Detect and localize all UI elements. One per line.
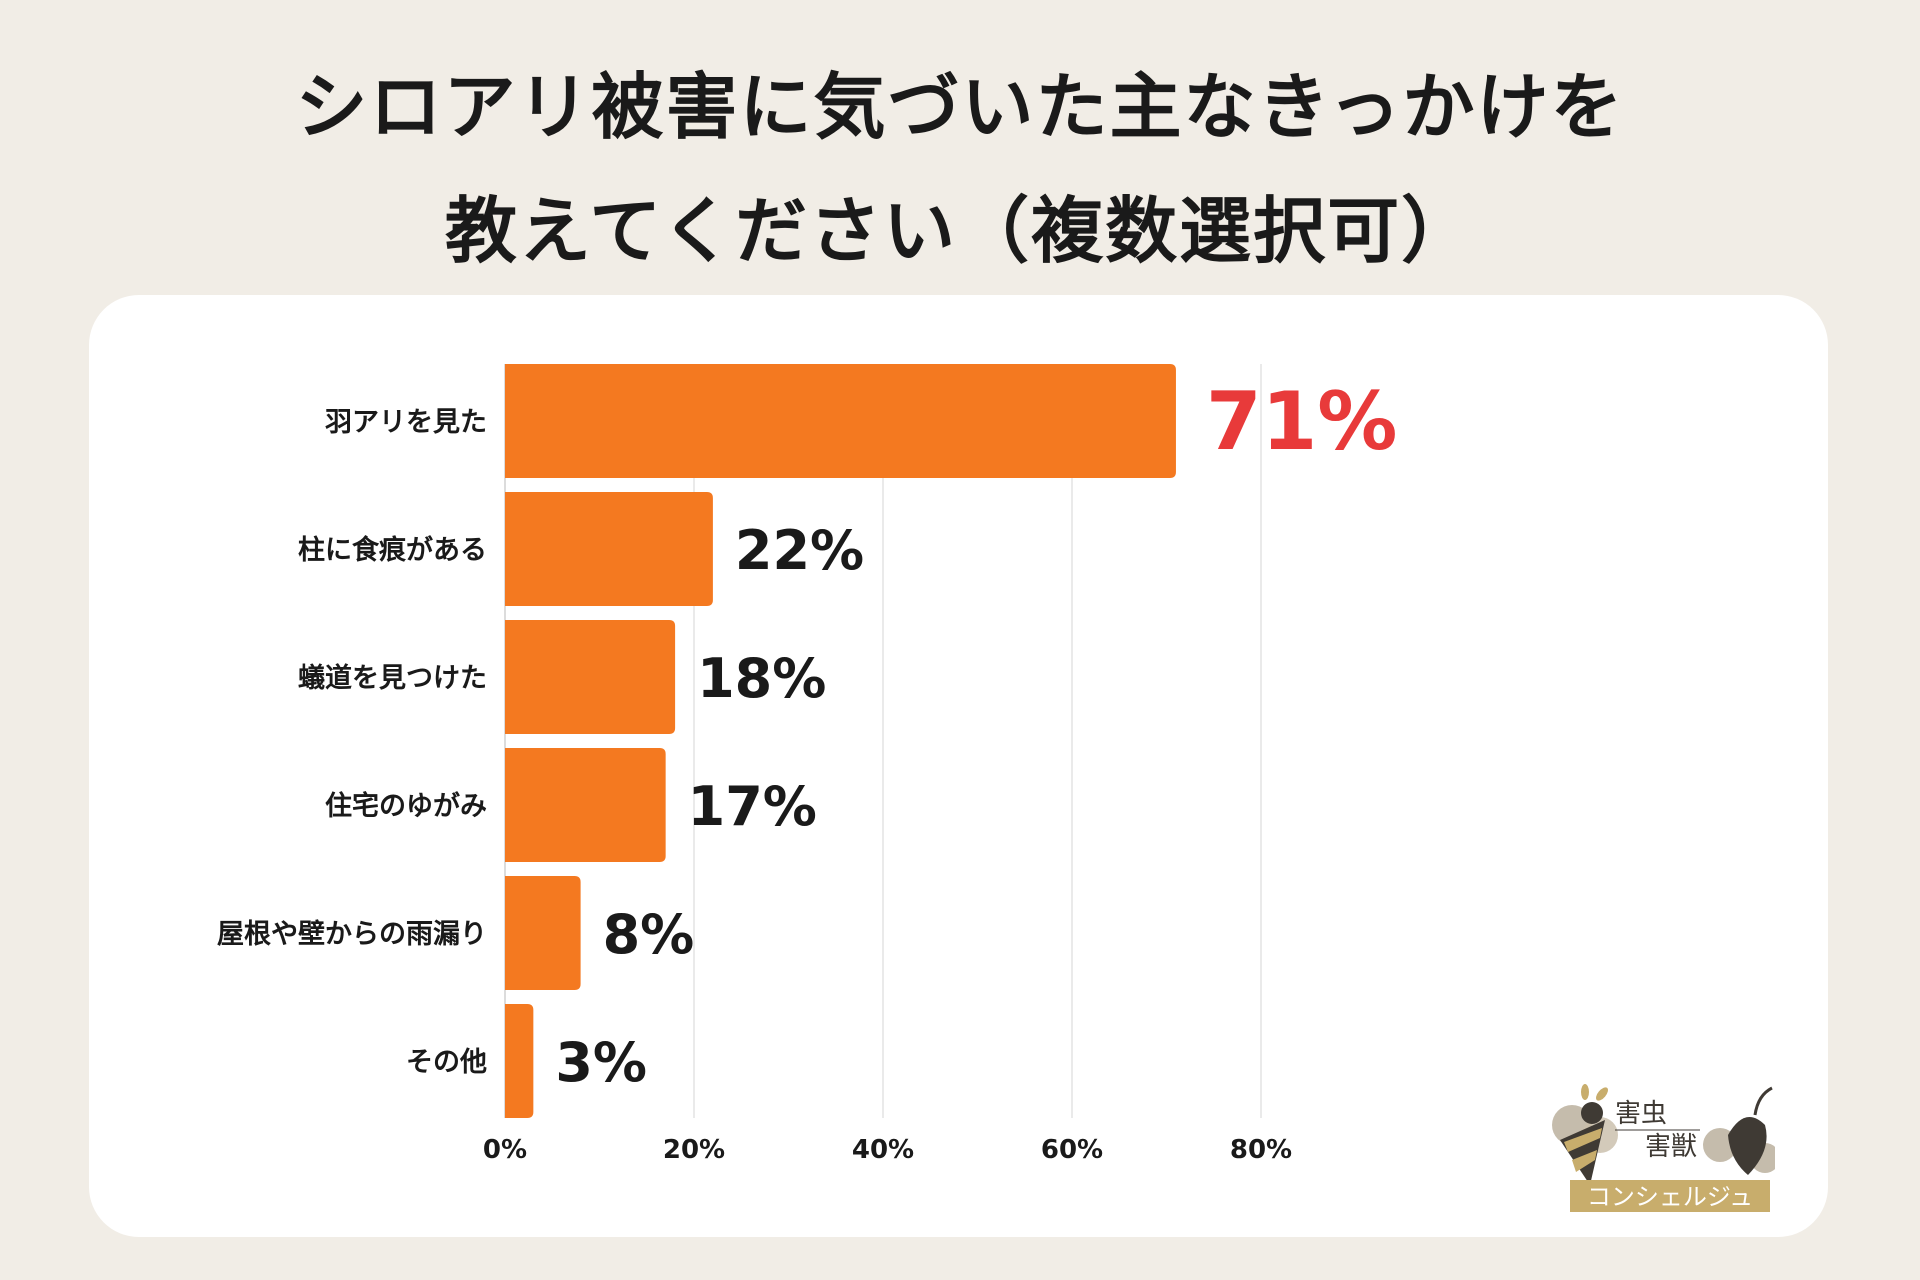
- bee-icon: [1552, 1084, 1618, 1185]
- logo: 害虫 害獣 コンシェルジュ: [1552, 1084, 1775, 1212]
- bar: [505, 1004, 534, 1118]
- data-label: 71%: [1206, 375, 1397, 468]
- category-label: 住宅のゆがみ: [325, 790, 487, 822]
- category-label: その他: [406, 1047, 487, 1078]
- chart-title-line2: 教えてください（複数選択可）: [444, 189, 1476, 273]
- x-tick-label: 80%: [1230, 1135, 1292, 1165]
- category-label: 屋根や壁からの雨漏り: [217, 919, 487, 950]
- svg-text:害獣: 害獣: [1645, 1132, 1697, 1162]
- data-label: 18%: [697, 647, 826, 710]
- chart-title-line1: シロアリ被害に気づいた主なきっかけを: [295, 65, 1625, 149]
- data-label: 17%: [688, 775, 817, 838]
- x-tick-label: 0%: [483, 1135, 527, 1165]
- data-label: 8%: [603, 903, 695, 966]
- category-label: 蟻道を見つけた: [298, 662, 487, 694]
- svg-text:害虫: 害虫: [1615, 1099, 1667, 1129]
- bar: [505, 748, 666, 862]
- x-tick-label: 20%: [663, 1135, 725, 1165]
- mouse-icon: [1703, 1086, 1775, 1175]
- category-label: 柱に食痕がある: [298, 534, 487, 566]
- x-tick-label: 60%: [1041, 1135, 1103, 1165]
- bar: [505, 876, 581, 990]
- bar: [505, 492, 713, 606]
- bar: [505, 364, 1176, 478]
- x-tick-label: 40%: [852, 1135, 914, 1165]
- data-label: 22%: [735, 519, 864, 582]
- bar: [505, 620, 676, 734]
- category-label: 羽アリを見た: [325, 407, 487, 438]
- data-label: 3%: [555, 1031, 647, 1094]
- svg-text:コンシェルジュ: コンシェルジュ: [1587, 1183, 1753, 1211]
